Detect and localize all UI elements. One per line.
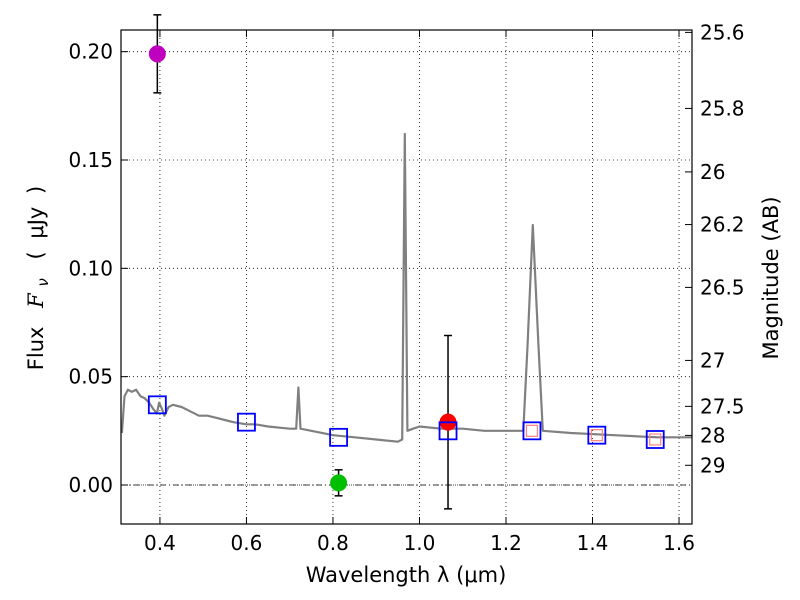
grid xyxy=(121,30,692,524)
y-axis-label-word: Flux xyxy=(24,327,48,371)
model-photometry-marker xyxy=(147,395,167,415)
x-tick-label: 1.6 xyxy=(663,531,695,555)
y2-tick-label: 25.6 xyxy=(700,20,745,44)
y-axis-label-paren-open: ( xyxy=(24,251,48,259)
y-axis-label-paren-close: ) xyxy=(24,186,48,194)
x-tick-label: 1.4 xyxy=(577,531,609,555)
y-axis-label: Flux F ν ( μJy ) xyxy=(24,186,53,370)
y-tick-label: 0.05 xyxy=(68,365,113,389)
model-photometry-marker xyxy=(645,430,665,449)
y2-tick-label: 27.5 xyxy=(700,394,745,418)
model-spectrum-line xyxy=(120,132,692,443)
data-point xyxy=(148,45,166,63)
y2-tick-label: 26.5 xyxy=(700,275,745,299)
model-photometry-marker xyxy=(522,421,542,441)
y-axis-label-unit: μJy xyxy=(24,207,48,239)
model-spectrum-layer xyxy=(120,132,692,443)
x-tick-label: 1.2 xyxy=(490,531,522,555)
y-tick-label: 0.20 xyxy=(68,40,113,64)
data-point xyxy=(330,474,348,492)
x-tick-label: 1.0 xyxy=(404,531,436,555)
y2-tick-label: 28 xyxy=(700,423,725,447)
plot-frame xyxy=(120,29,693,525)
y2-tick-label: 27 xyxy=(700,348,725,372)
model-photometry-marker xyxy=(438,421,458,441)
y-tick-label: 0.15 xyxy=(68,148,113,172)
data-points-layer xyxy=(147,14,665,510)
y-axis-label-symbol: F xyxy=(24,292,48,309)
x-axis-label: Wavelength λ (μm) xyxy=(306,563,507,587)
y-tick-label: 0.00 xyxy=(68,473,113,497)
x-tick-label: 0.6 xyxy=(231,531,263,555)
inner-marker xyxy=(590,429,603,442)
inner-marker xyxy=(649,433,662,446)
right-axis-label: Magnitude (AB) xyxy=(759,196,783,359)
model-photometry-marker xyxy=(237,412,256,432)
y-tick-label: 0.10 xyxy=(68,256,113,280)
y2-tick-label: 29 xyxy=(700,453,725,477)
model-photometry-marker xyxy=(329,427,348,447)
inner-marker xyxy=(525,424,539,437)
y2-tick-label: 26 xyxy=(700,160,725,184)
x-tick-label: 0.8 xyxy=(317,531,349,555)
x-tick-label: 0.4 xyxy=(144,531,176,555)
y2-tick-label: 25.8 xyxy=(700,96,745,120)
y2-tick-label: 26.2 xyxy=(700,213,745,237)
model-photometry-marker xyxy=(587,425,607,445)
axis-ticks: 0.4 0.6 0.8 1.0 1.2 1.4 1.6 0.00 0.05 0.10 0.15 0.2… xyxy=(68,20,744,555)
y-axis-label-subscript: ν xyxy=(34,278,52,286)
